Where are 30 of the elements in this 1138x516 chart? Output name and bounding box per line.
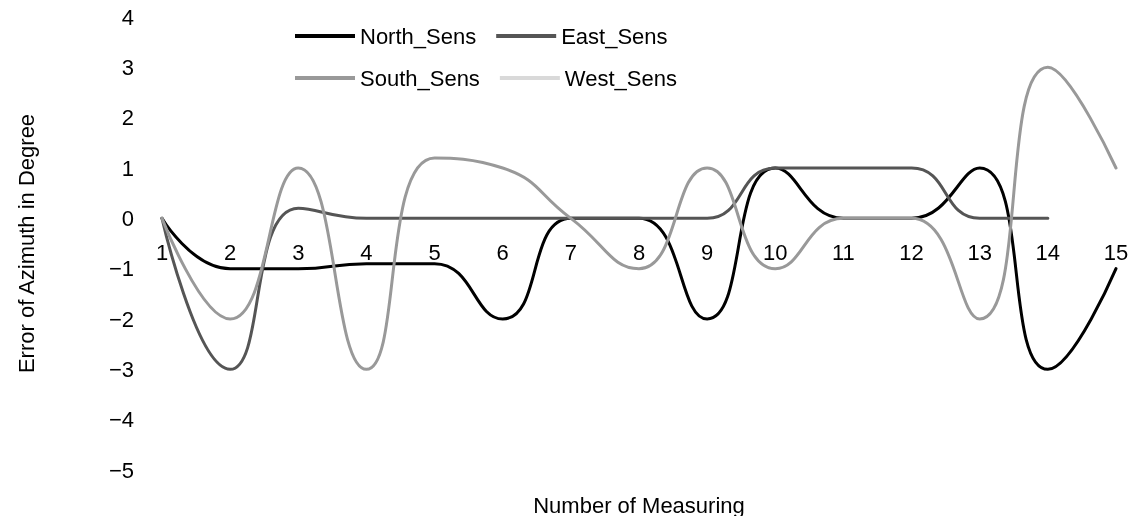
x-tick-label: 5 [428, 239, 441, 265]
y-tick-label: −2 [108, 306, 134, 332]
x-tick-label: 13 [967, 239, 992, 265]
y-tick-label: 4 [121, 4, 134, 30]
x-tick-label: 7 [564, 239, 577, 265]
y-tick-label: 2 [121, 105, 134, 131]
x-tick-label: 6 [496, 239, 509, 265]
x-tick-label: 11 [832, 239, 855, 265]
y-tick-label: −4 [108, 407, 134, 433]
x-tick-label: 10 [763, 239, 788, 265]
x-tick-label: 8 [632, 239, 646, 265]
y-tick-label: −3 [108, 356, 134, 382]
y-tick-label: 1 [121, 155, 134, 181]
legend-label: East_Sens [561, 23, 668, 49]
x-tick-label: 12 [899, 239, 924, 265]
x-tick-label: 2 [224, 239, 237, 265]
x-tick-label: 9 [701, 239, 714, 265]
x-tick-label: 1 [155, 239, 169, 265]
y-tick-label: −1 [108, 256, 134, 282]
x-tick-label: 4 [360, 239, 373, 265]
y-tick-label: −5 [108, 457, 134, 483]
x-tick-label: 3 [292, 239, 305, 265]
x-tick-label: 14 [1035, 239, 1061, 265]
x-tick-label: 15 [1103, 239, 1129, 265]
y-axis-title: Error of Azimuth in Degree [13, 113, 39, 374]
legend-label: South_Sens [360, 65, 480, 91]
legend-label: North_Sens [360, 23, 477, 49]
y-tick-label: 3 [121, 54, 134, 80]
legend-label: West_Sens [564, 65, 677, 91]
y-tick-label: 0 [121, 205, 134, 231]
